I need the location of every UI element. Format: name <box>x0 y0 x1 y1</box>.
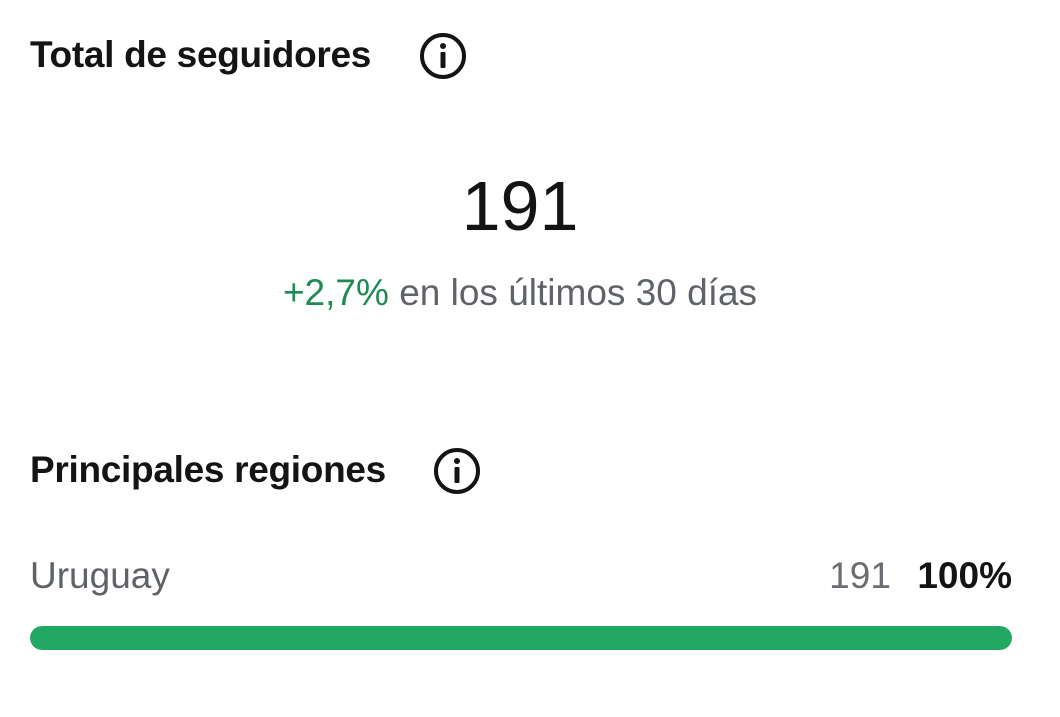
info-icon[interactable] <box>432 446 482 496</box>
section-title: Principales regiones <box>30 449 386 490</box>
change-value: +2,7% <box>282 272 389 313</box>
region-share: 100% <box>917 555 1012 596</box>
section-title: Total de seguidores <box>30 34 372 75</box>
region-bar <box>30 626 1012 650</box>
total-followers: 191 <box>461 167 579 245</box>
change-line: +2,7% en los últimos 30 días <box>0 272 1040 314</box>
region-name: Uruguay <box>30 555 170 596</box>
change-note: en los últimos 30 días <box>399 272 758 313</box>
region-bar-track <box>30 626 1012 650</box>
region-count: 191 <box>829 555 891 596</box>
region-stats: 191 100% <box>829 555 1012 597</box>
info-icon[interactable] <box>418 31 468 81</box>
